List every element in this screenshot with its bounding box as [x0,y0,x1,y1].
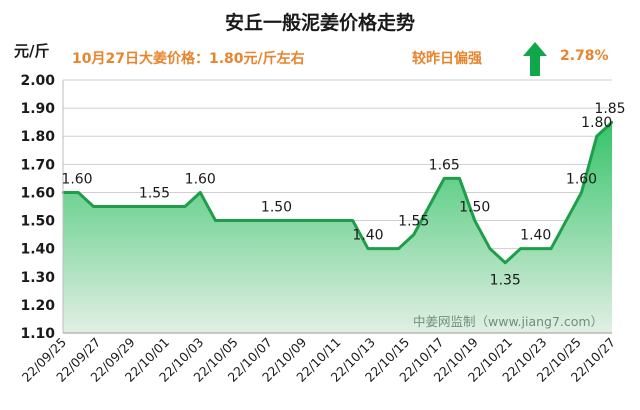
data-point [305,219,309,222]
y-tick-label: 1.50 [20,214,55,230]
data-point [458,177,461,180]
data-point [107,205,110,208]
data-point [595,135,598,138]
data-label: 1.65 [429,157,460,173]
data-label: 1.40 [520,228,551,244]
change-percent: 2.78% [560,48,609,64]
up-arrow-icon [523,42,547,76]
chart-title: 安丘一般泥姜价格走势 [224,12,415,34]
data-point [183,205,187,208]
y-unit-label: 元/斤 [14,42,50,60]
data-point [427,205,431,208]
data-point [77,191,80,194]
data-point [473,219,476,222]
data-point [122,205,126,208]
data-point [92,205,95,208]
y-tick-label: 1.70 [20,157,55,173]
data-label: 1.50 [459,200,490,216]
y-tick-label: 1.60 [20,185,55,201]
y-tick-label: 1.10 [20,326,55,342]
price-info-text: 10月27日大姜价格：1.80元/斤左右 [72,51,305,67]
data-point [397,247,400,250]
y-tick-label: 1.90 [20,101,55,117]
data-label: 1.85 [594,101,625,117]
data-point [580,191,583,194]
data-label: 1.55 [398,214,429,230]
data-point [199,191,202,194]
data-point [504,261,507,264]
data-point [534,247,537,250]
data-label: 1.60 [61,171,92,187]
data-point [488,247,492,250]
data-point [610,120,614,124]
data-point [366,247,370,250]
data-point [351,219,354,222]
data-point [336,219,339,222]
compare-text: 较昨日偏强 [412,51,482,67]
data-point [168,205,171,208]
y-tick-label: 1.80 [20,129,55,145]
data-label: 1.50 [261,200,292,216]
data-point [275,219,278,222]
data-label: 1.55 [139,186,170,202]
data-point [382,247,385,250]
y-tick-label: 1.30 [20,270,55,286]
data-label: 1.80 [581,115,612,131]
data-point [153,205,156,208]
data-point [412,233,415,236]
data-point [321,219,324,222]
data-point [549,247,553,250]
y-tick-label: 1.20 [20,298,55,314]
data-point [519,247,522,250]
data-point [290,219,293,222]
data-label: 1.40 [352,228,383,244]
data-label: 1.60 [566,171,597,187]
data-label: 1.60 [185,171,216,187]
data-point [214,219,217,222]
data-point [229,219,232,222]
y-tick-label: 1.40 [20,242,55,258]
data-point [260,219,263,222]
data-label: 1.35 [490,273,521,289]
data-point [443,177,446,180]
data-point [565,219,568,222]
y-tick-label: 2.00 [20,73,55,89]
watermark-text: 中姜网监制（www.jiang7.com） [413,314,603,329]
area-fill [63,122,612,334]
data-point [244,219,248,222]
data-point [138,205,141,208]
